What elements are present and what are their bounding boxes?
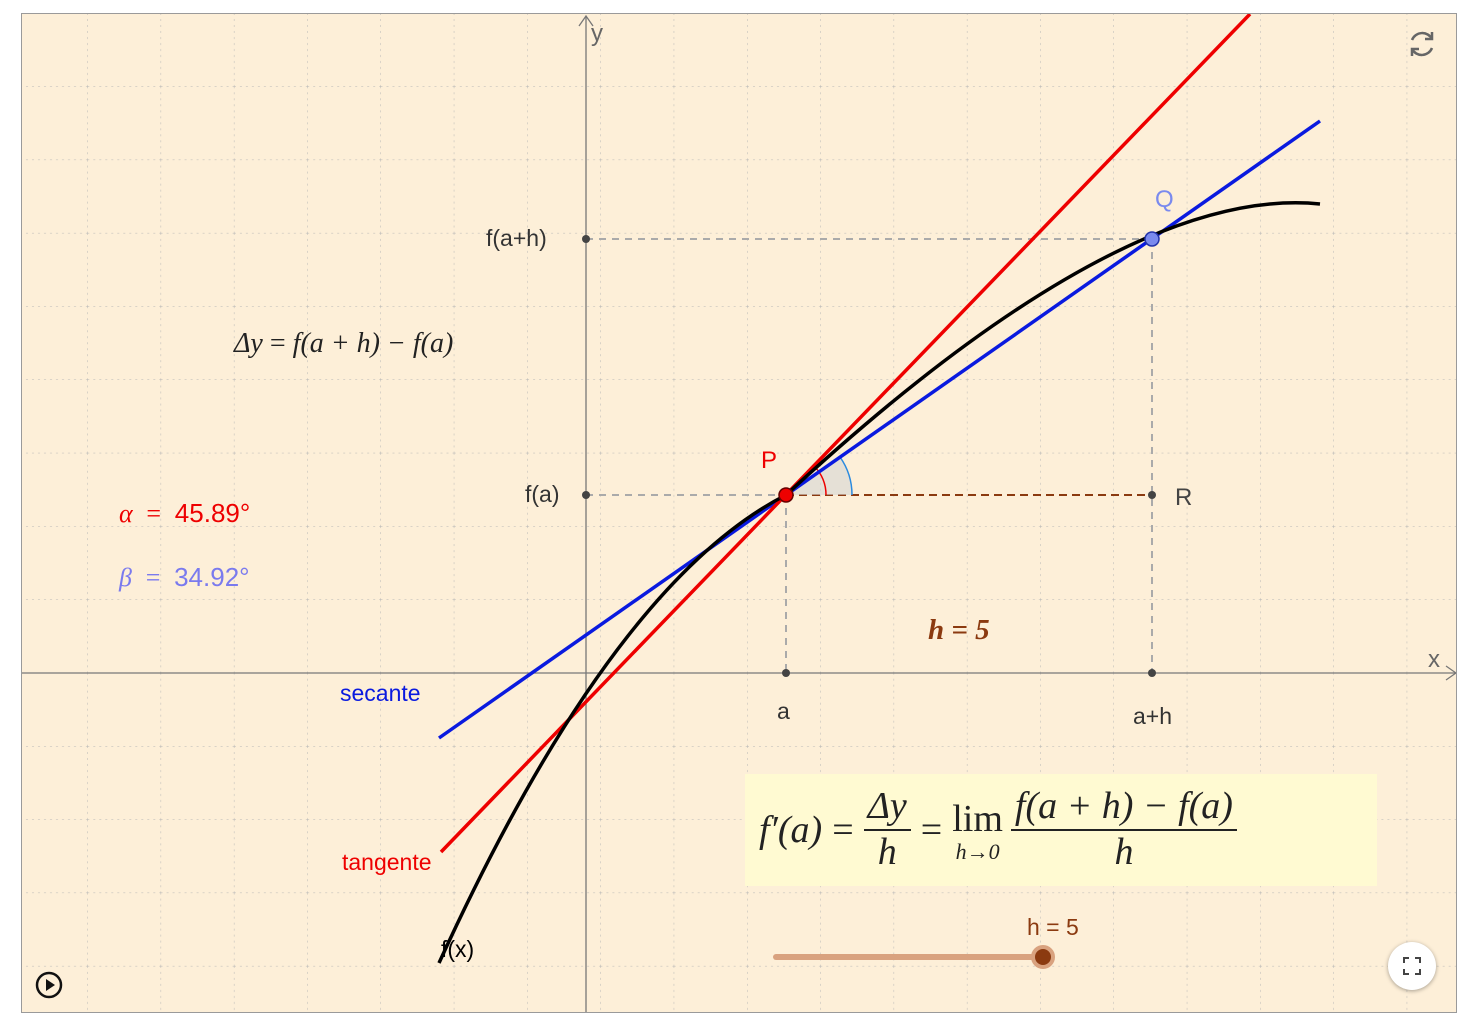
alpha-value: α = 45.89° xyxy=(119,498,250,529)
h-value-label: h = 5 xyxy=(928,614,990,646)
y-axis-label: y xyxy=(591,20,603,47)
point-R xyxy=(1148,491,1156,499)
formula-limit: lim h→0 xyxy=(952,797,1003,863)
derivative-formula: f′(a) = Δy h = lim h→0 f(a + h) − f(a) h xyxy=(745,774,1377,886)
tick-label-a-plus-h: a+h xyxy=(1133,703,1173,729)
refresh-button[interactable] xyxy=(1404,26,1440,62)
point-label-P: P xyxy=(761,447,778,474)
secant-label: secante xyxy=(340,680,421,706)
beta-value: β = 34.92° xyxy=(119,562,250,593)
x-axis-label: x xyxy=(1428,646,1440,673)
formula-frac2-den: h xyxy=(1114,831,1134,873)
x-axis-arrow xyxy=(1445,665,1456,681)
slider-knob[interactable] xyxy=(1031,945,1055,969)
tick-label-a: a xyxy=(777,698,790,724)
tick-label-fa: f(a) xyxy=(525,481,560,507)
point-label-Q: Q xyxy=(1155,186,1174,213)
secant-line xyxy=(437,119,1322,740)
formula-equals-1: = xyxy=(832,809,854,851)
formula-lim-sub: h→0 xyxy=(955,839,1000,864)
formula-fraction-2: f(a + h) − f(a) h xyxy=(1010,786,1237,873)
alpha-number: 45.89° xyxy=(174,498,251,528)
point-Q[interactable] xyxy=(1144,231,1160,247)
slider-label: h = 5 xyxy=(1027,914,1079,940)
delta-y-rhs: f(a + h) − f(a) xyxy=(292,328,454,359)
beta-number: 34.92° xyxy=(174,562,250,592)
beta-symbol: β xyxy=(119,563,132,592)
play-icon xyxy=(35,971,63,999)
function-label: f(x) xyxy=(441,936,475,962)
play-button[interactable] xyxy=(34,970,64,1000)
formula-frac2-num: f(a + h) − f(a) xyxy=(1010,786,1237,831)
fullscreen-button[interactable] xyxy=(1388,942,1436,990)
fullscreen-icon xyxy=(1403,957,1421,975)
point-a xyxy=(782,669,790,677)
refresh-icon xyxy=(1410,31,1434,57)
delta-y-equation: Δy = f(a + h) − f(a) xyxy=(234,328,453,360)
formula-equals-2: = xyxy=(920,809,943,851)
point-P[interactable] xyxy=(778,487,794,503)
tick-label-fa-plus-h: f(a+h) xyxy=(486,225,547,251)
y-axis-arrow xyxy=(578,14,594,27)
graphing-applet[interactable]: y x f(a+h) f(a) a a+h P Q R secante tang… xyxy=(21,13,1457,1013)
delta-y-lhs: Δy xyxy=(234,328,263,359)
formula-lhs: f′(a) xyxy=(759,809,823,851)
alpha-symbol: α xyxy=(119,499,133,528)
point-label-R: R xyxy=(1175,484,1193,511)
beta-angle-arc xyxy=(839,456,853,496)
beta-equals: = xyxy=(139,563,167,592)
formula-frac1-den: h xyxy=(877,831,897,873)
tangent-line xyxy=(439,14,1252,854)
point-a-plus-h xyxy=(1148,669,1156,677)
point-fa-plus-h xyxy=(582,235,590,243)
formula-lim: lim xyxy=(952,798,1003,840)
point-fa xyxy=(582,491,590,499)
formula-fraction-1: Δy h xyxy=(863,786,911,873)
formula-frac1-num: Δy xyxy=(863,786,911,831)
delta-y-equals: = xyxy=(269,328,286,359)
tangent-label: tangente xyxy=(342,849,432,875)
alpha-equals: = xyxy=(139,499,168,528)
graph-canvas[interactable] xyxy=(22,14,1457,1013)
